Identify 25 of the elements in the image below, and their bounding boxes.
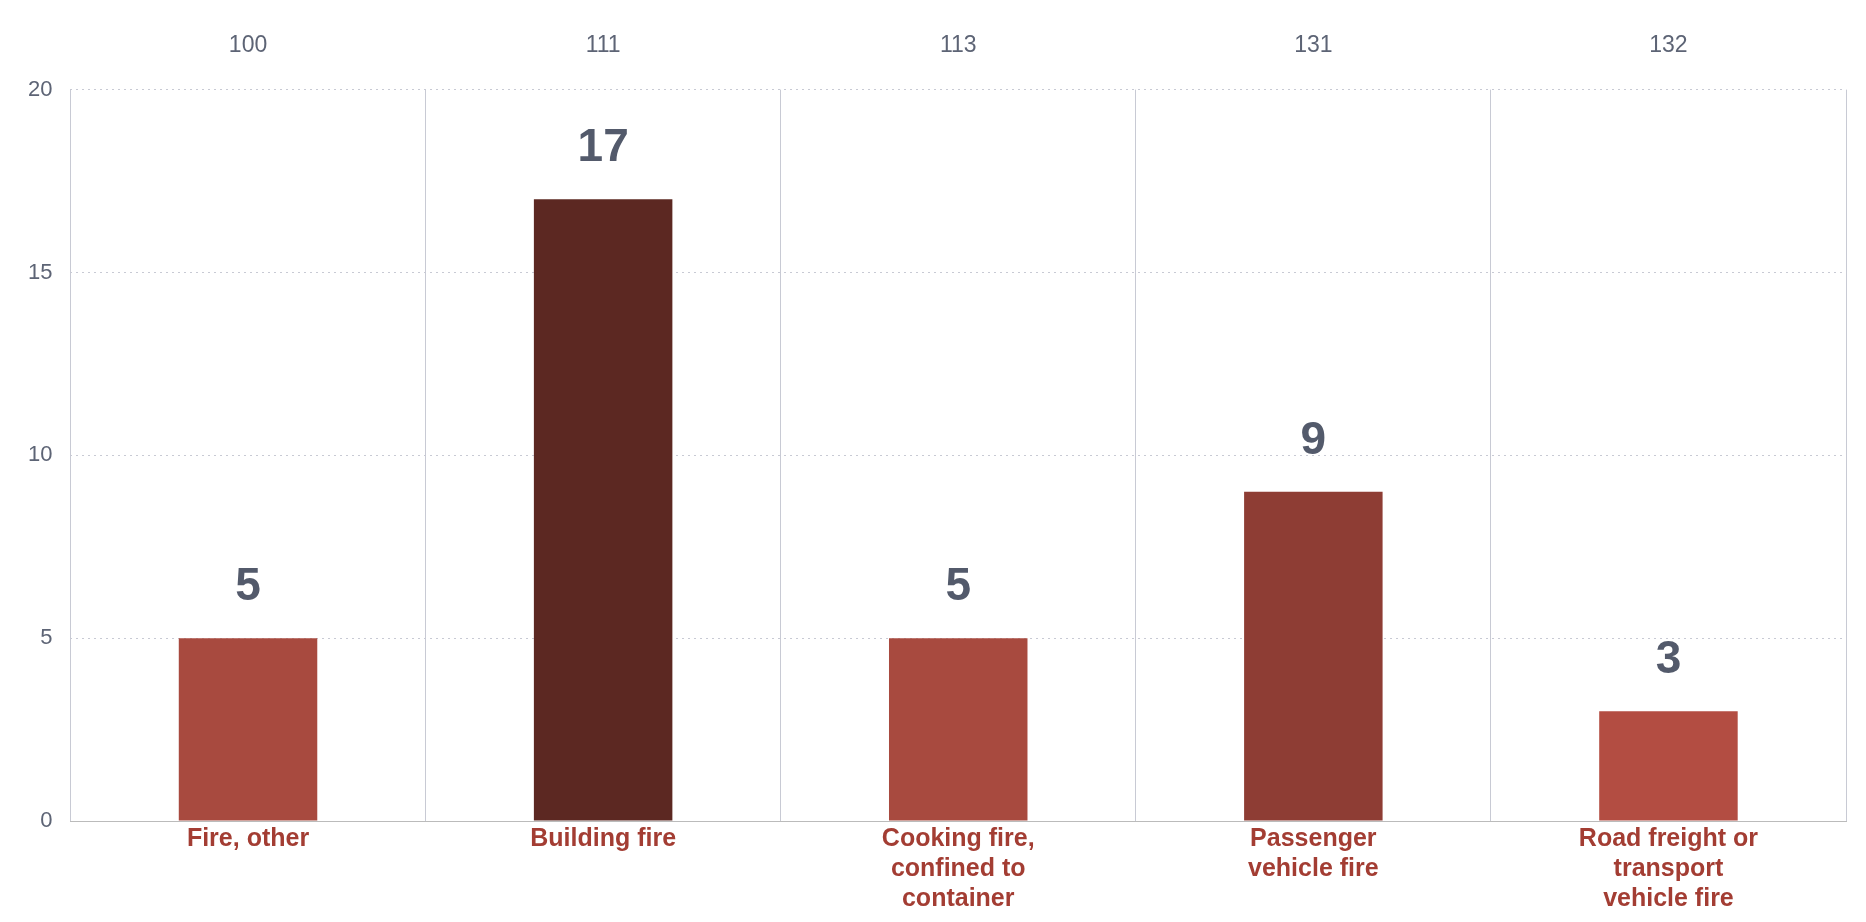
y-tick-label: 10: [27, 441, 53, 467]
data-label: 17: [577, 119, 629, 171]
x-tick-label: Cooking fire, confined to container: [881, 822, 1035, 911]
data-label: 3: [1655, 630, 1682, 683]
bar: [1244, 491, 1383, 821]
text: 131: [1294, 31, 1333, 58]
y-tick-label: 20: [27, 75, 53, 101]
x-tick-label: Passenger vehicle fire: [1248, 822, 1379, 881]
y-tick-label: 0: [40, 807, 53, 833]
bar: [178, 638, 318, 821]
y-tick-label: 5: [40, 624, 53, 650]
text: 113: [939, 31, 977, 58]
data-label: 5: [945, 557, 972, 610]
x-tick-label: Fire, other: [186, 822, 310, 851]
text: 100: [228, 31, 268, 58]
bar: [533, 199, 673, 821]
data-label: 9: [1300, 411, 1327, 464]
bar: [1599, 711, 1738, 821]
bar: [888, 638, 1028, 821]
y-tick-label: 15: [27, 258, 53, 284]
text: 132: [1649, 31, 1688, 58]
data-label: 5: [235, 557, 261, 610]
text: 111: [585, 31, 621, 58]
x-tick-label: Building fire: [530, 822, 677, 851]
x-tick-label: Road freight or transport vehicle fire: [1578, 822, 1759, 911]
